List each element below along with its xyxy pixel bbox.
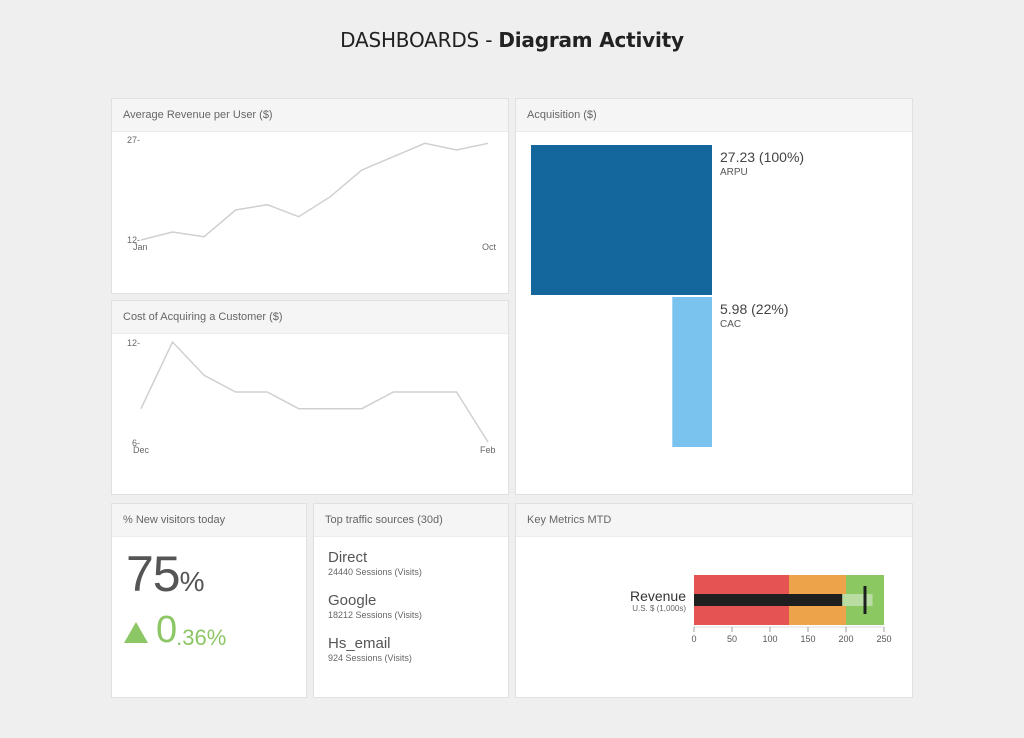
traffic-source-item: Hs_email 924 Sessions (Visits) — [328, 635, 412, 664]
cac-x-end-label: Feb — [480, 445, 496, 455]
new-visitors-unit: % — [179, 566, 205, 597]
traffic-source-name: Google — [328, 592, 377, 609]
target-marker — [863, 586, 867, 614]
bullet-chart: Revenue U.S. $ (1,000s) 0 50 100 150 200 250 — [630, 575, 892, 644]
traffic-source-sessions: 924 Sessions (Visits) — [328, 653, 412, 663]
traffic-source-sessions: 24440 Sessions (Visits) — [328, 567, 422, 577]
traffic-panel: Top traffic sources (30d) Direct 24440 S… — [313, 503, 509, 698]
bullet-tick-label: 100 — [762, 634, 777, 644]
acquisition-chart: 27.23 (100%) ARPU 5.98 (22%) CAC — [531, 145, 804, 447]
traffic-source-item: Google 18212 Sessions (Visits) — [328, 592, 422, 621]
key-metrics-panel-title: Key Metrics MTD — [516, 504, 912, 537]
acquisition-panel: Acquisition ($) 27.23 (100%) ARPU 5.98 (… — [515, 98, 913, 495]
page-title-prefix: DASHBOARDS - — [340, 28, 499, 52]
traffic-panel-title: Top traffic sources (30d) — [314, 504, 508, 537]
traffic-source-name: Direct — [328, 549, 368, 566]
bullet-tick-label: 250 — [876, 634, 891, 644]
arpu-y-max-label: 27- — [127, 135, 140, 145]
bullet-label: Revenue — [630, 588, 686, 604]
traffic-source-name: Hs_email — [328, 635, 391, 652]
new-visitors-panel-title: % New visitors today — [112, 504, 306, 537]
page-title: DASHBOARDS - Diagram Activity — [0, 28, 1024, 52]
bullet-tick-label: 0 — [691, 634, 696, 644]
arpu-chart: 27- 12- Jan Oct — [127, 135, 497, 252]
cac-y-min-label: 6- — [132, 438, 140, 448]
arpu-y-min-label: 12- — [127, 235, 140, 245]
new-visitors-number: 75 — [126, 546, 181, 602]
page-title-bold: Diagram Activity — [498, 28, 684, 52]
bullet-sublabel: U.S. $ (1,000s) — [632, 604, 686, 613]
delta-frac: .36% — [176, 625, 227, 650]
new-visitors-value: 75% — [126, 546, 205, 602]
arpu-x-end-label: Oct — [482, 242, 497, 252]
cac-bar — [672, 297, 712, 447]
cac-value-label: 5.98 (22%) — [720, 301, 788, 317]
bullet-tick-label: 150 — [800, 634, 815, 644]
arpu-panel-title: Average Revenue per User ($) — [112, 99, 508, 132]
arpu-series-line — [140, 142, 489, 241]
delta-int: 0 — [156, 609, 177, 651]
cac-y-max-label: 12- — [127, 338, 140, 348]
arpu-bar — [531, 145, 712, 295]
cac-chart: 12- 6- Dec Feb — [127, 338, 496, 455]
up-triangle-icon — [124, 622, 148, 643]
cac-series-line — [140, 340, 489, 443]
cac-bar-label: CAC — [720, 319, 741, 330]
arpu-x-start-label: Jan — [133, 242, 148, 252]
cac-panel-title: Cost of Acquiring a Customer ($) — [112, 301, 508, 334]
traffic-source-item: Direct 24440 Sessions (Visits) — [328, 549, 422, 578]
traffic-source-sessions: 18212 Sessions (Visits) — [328, 610, 422, 620]
arpu-value-label: 27.23 (100%) — [720, 149, 804, 165]
new-visitors-delta: 0.36% — [124, 611, 226, 649]
cac-x-start-label: Dec — [133, 445, 150, 455]
acquisition-panel-title: Acquisition ($) — [516, 99, 912, 132]
bullet-tick-label: 200 — [838, 634, 853, 644]
key-metrics-panel: Key Metrics MTD Revenue U.S. $ (1,000s) … — [515, 503, 913, 698]
bullet-tick-label: 50 — [727, 634, 737, 644]
arpu-panel: Average Revenue per User ($) 27- 12- Jan… — [111, 98, 509, 294]
cac-panel: Cost of Acquiring a Customer ($) 12- 6- … — [111, 300, 509, 495]
new-visitors-panel: % New visitors today 75% 0.36% — [111, 503, 307, 698]
arpu-bar-label: ARPU — [720, 167, 748, 178]
measure-bar — [694, 594, 843, 606]
